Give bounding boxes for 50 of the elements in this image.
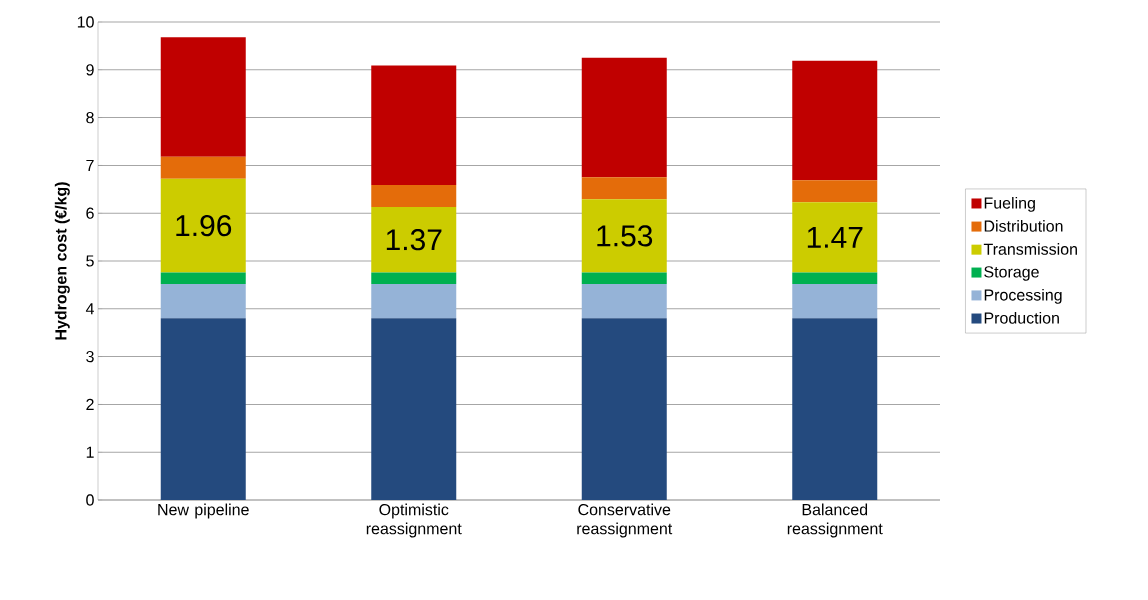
legend-label: Processing xyxy=(984,288,1062,304)
legend-label: Fueling xyxy=(984,196,1035,212)
y-tick-label: 5 xyxy=(86,255,94,267)
bar xyxy=(581,177,667,200)
bar xyxy=(160,272,246,284)
legend-label: Production xyxy=(984,311,1059,324)
bar xyxy=(792,60,878,181)
bar xyxy=(792,180,878,203)
bar xyxy=(371,185,457,207)
data-label: 1.47 xyxy=(807,227,863,248)
bar xyxy=(371,283,457,319)
bar xyxy=(581,283,667,319)
data-label: 1.53 xyxy=(597,225,653,247)
bar xyxy=(371,65,457,185)
y-tick-label: 0 xyxy=(86,494,94,506)
y-tick-label: 1 xyxy=(86,446,94,458)
bar xyxy=(581,272,667,284)
y-tick-label: 3 xyxy=(86,350,94,363)
bar xyxy=(160,37,246,157)
bar xyxy=(160,283,246,319)
legend-label: Distribution xyxy=(984,220,1063,232)
x-tick-label: Conservative reassignment xyxy=(577,503,673,538)
bar xyxy=(792,318,878,500)
y-tick-label: 4 xyxy=(85,303,94,315)
bar xyxy=(160,156,246,179)
x-tick-label: New pipeline xyxy=(158,503,249,519)
bar xyxy=(160,318,246,500)
bar xyxy=(792,272,878,284)
bar xyxy=(581,199,667,273)
bar xyxy=(581,318,667,500)
y-tick-label: 9 xyxy=(86,64,94,76)
y-tick-label: 7 xyxy=(86,159,94,171)
y-tick-label: 8 xyxy=(86,111,94,124)
x-tick-label: Balanced reassignment xyxy=(787,503,883,538)
data-label: 1.37 xyxy=(386,229,442,251)
legend-label: Storage xyxy=(984,266,1039,281)
bar xyxy=(371,206,457,273)
y-tick-label: 10 xyxy=(77,16,94,28)
bar xyxy=(371,272,457,284)
bar xyxy=(792,283,878,319)
y-axis-title: Hydrogen cost (€/kg) xyxy=(54,182,70,340)
bar xyxy=(581,57,667,178)
y-tick-label: 6 xyxy=(86,207,94,219)
legend-label: Transmission xyxy=(983,243,1077,255)
bar xyxy=(160,178,246,273)
y-tick-label: 2 xyxy=(86,398,94,410)
bar xyxy=(371,318,457,500)
x-tick-label: Optimistic reassignment xyxy=(366,503,462,538)
bar xyxy=(792,202,878,273)
data-label: 1.96 xyxy=(176,215,232,237)
